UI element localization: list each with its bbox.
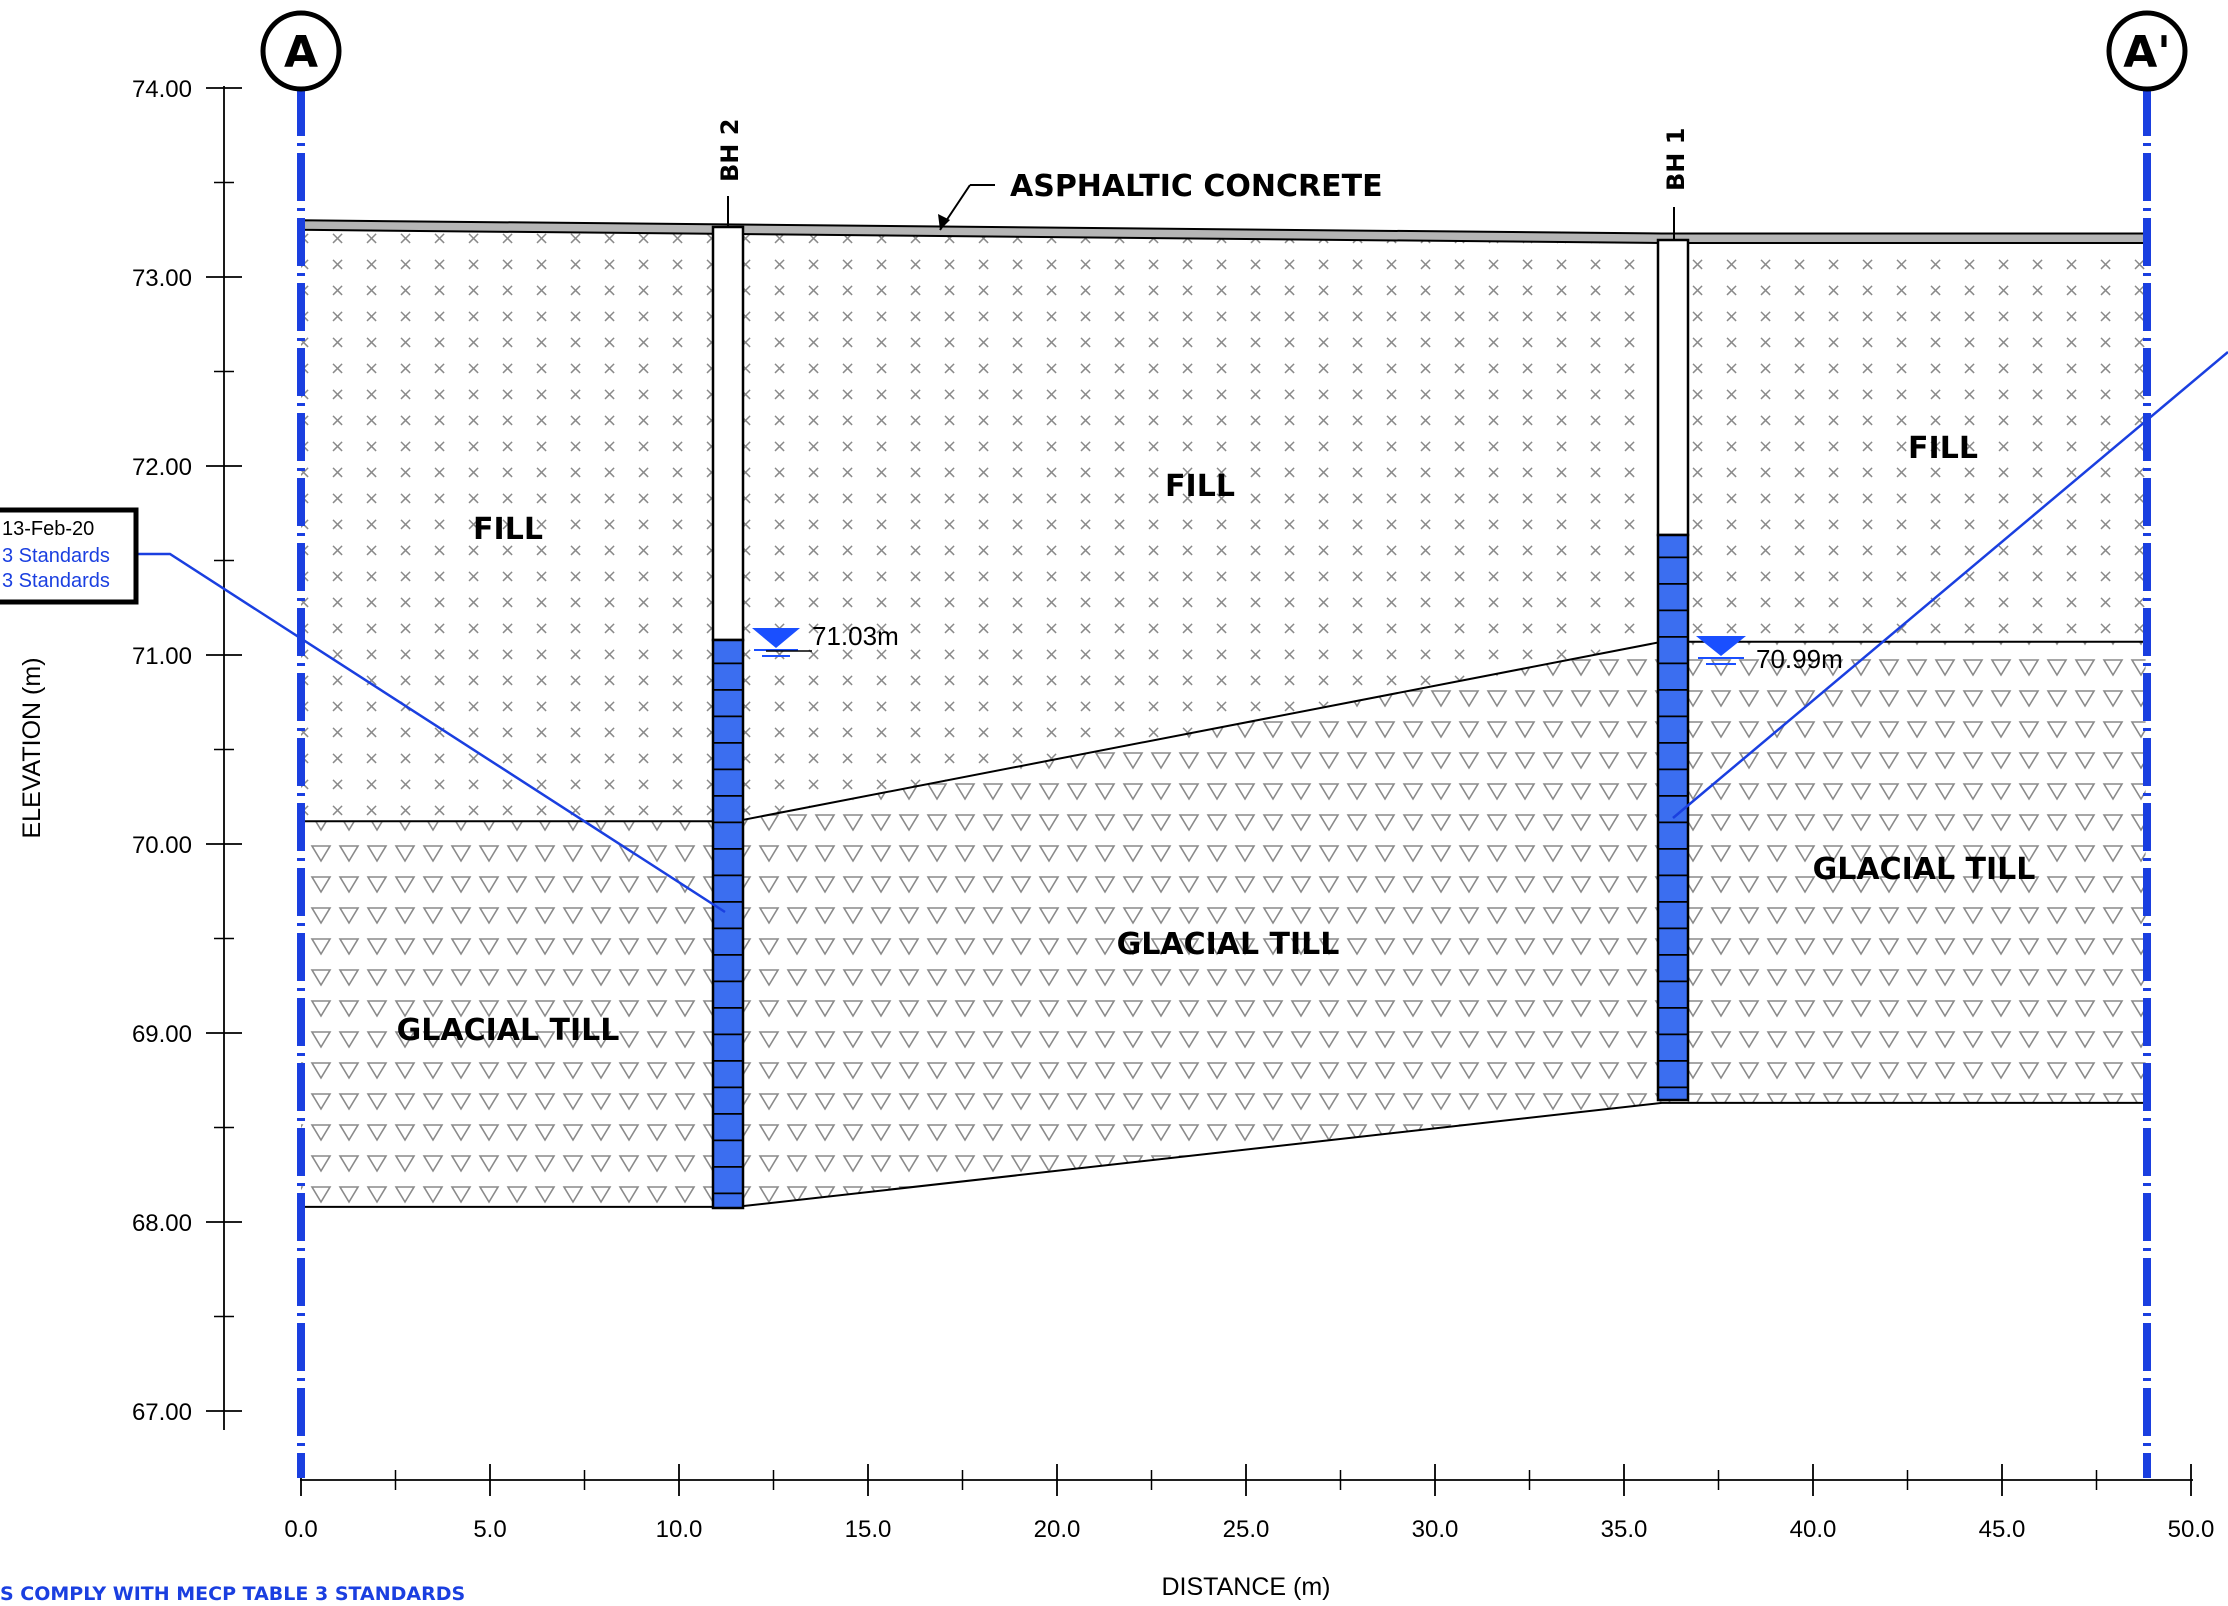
- section-marker-a: A: [260, 10, 342, 92]
- fill-till-contact-line: [301, 640, 2146, 823]
- section-marker-a-prime: A': [2106, 10, 2188, 92]
- callout-leader-right: [1672, 351, 2228, 819]
- x-tick-label: 40.0: [1790, 1516, 1837, 1543]
- x-axis-ticks: 0.0 5.0 10.0 15.0 20.0 25.0 30.0 35.0 40.0 45.0 50…: [284, 1464, 2214, 1543]
- x-tick-label: 25.0: [1223, 1516, 1270, 1543]
- y-tick-label: 68.00: [132, 1210, 192, 1237]
- section-marker-a-label: A: [284, 27, 318, 78]
- borehole-bh1: BH 1 70.99m: [1656, 128, 1843, 1102]
- x-tick-label: 35.0: [1601, 1516, 1648, 1543]
- glacial-till-label-middle: GLACIAL TILL: [1117, 927, 1340, 962]
- callout-leader-left: [128, 552, 726, 914]
- asphaltic-concrete-label: ASPHALTIC CONCRETE: [1010, 169, 1383, 204]
- axes: 74.00 73.00 72.00 71.00 70.00 69.00 68.00 67.00…: [18, 76, 2214, 1601]
- x-tick-label: 45.0: [1979, 1516, 2026, 1543]
- glacial-till-label-left: GLACIAL TILL: [397, 1013, 620, 1048]
- bh1-screen: [1656, 533, 1690, 1102]
- till-base-line: [301, 1101, 2146, 1208]
- bh2-screen: [711, 638, 745, 1210]
- bh2-water-level-value: 71.03m: [812, 621, 899, 651]
- note-date: 13-Feb-20: [2, 518, 94, 540]
- x-tick-label: 0.0: [284, 1516, 317, 1543]
- bh1-label: BH 1: [1662, 128, 1690, 191]
- section-marker-a-prime-label: A': [2123, 27, 2171, 78]
- y-axis-title: ELEVATION (m): [18, 657, 46, 838]
- x-tick-label: 50.0: [2168, 1516, 2215, 1543]
- x-tick-label: 30.0: [1412, 1516, 1459, 1543]
- y-tick-label: 73.00: [132, 265, 192, 292]
- water-level-icon: [752, 628, 800, 648]
- bh2-label: BH 2: [716, 119, 744, 182]
- x-tick-label: 5.0: [473, 1516, 506, 1543]
- y-tick-label: 71.00: [132, 643, 192, 670]
- bh1-water-level-value: 70.99m: [1756, 644, 1843, 674]
- note-standard-1: 3 Standards: [2, 545, 110, 567]
- section-lines: A A': [260, 10, 2188, 1478]
- note-box-frame: [0, 507, 139, 605]
- soil-layers: [300, 219, 2147, 1208]
- unit-labels: ASPHALTIC CONCRETE FILL FILL FILL GLACIA…: [397, 169, 2036, 1048]
- note-standard-2: 3 Standards: [2, 570, 110, 592]
- bh2-riser: [711, 225, 745, 642]
- water-level-icon: [1696, 636, 1746, 656]
- x-tick-label: 20.0: [1034, 1516, 1081, 1543]
- y-tick-label: 70.00: [132, 832, 192, 859]
- sample-note-box: 13-Feb-20 3 Standards 3 Standards: [0, 507, 139, 605]
- fill-label-middle: FILL: [1165, 469, 1235, 504]
- x-tick-label: 10.0: [656, 1516, 703, 1543]
- glacial-till-label-right: GLACIAL TILL: [1813, 852, 2036, 887]
- fill-label-right: FILL: [1908, 431, 1978, 466]
- y-tick-label: 74.00: [132, 76, 192, 103]
- x-tick-label: 15.0: [845, 1516, 892, 1543]
- y-axis-ticks: 74.00 73.00 72.00 71.00 70.00 69.00 68.00 67.00: [132, 76, 242, 1426]
- borehole-bh2: BH 2 71.03m: [711, 119, 899, 1210]
- bh1-riser: [1656, 238, 1690, 537]
- footer-compliance-note: S COMPLY WITH MECP TABLE 3 STANDARDS: [0, 1583, 465, 1605]
- bh2-water-level: 71.03m: [752, 621, 899, 657]
- fill-label-left: FILL: [473, 512, 543, 547]
- y-tick-label: 69.00: [132, 1021, 192, 1048]
- y-tick-label: 72.00: [132, 454, 192, 481]
- leader-arrow-icon: [938, 214, 950, 230]
- callout-leaders: [128, 351, 2228, 914]
- y-tick-label: 67.00: [132, 1399, 192, 1426]
- bh1-water-level: 70.99m: [1696, 636, 1843, 674]
- x-axis-title: DISTANCE (m): [1162, 1573, 1331, 1601]
